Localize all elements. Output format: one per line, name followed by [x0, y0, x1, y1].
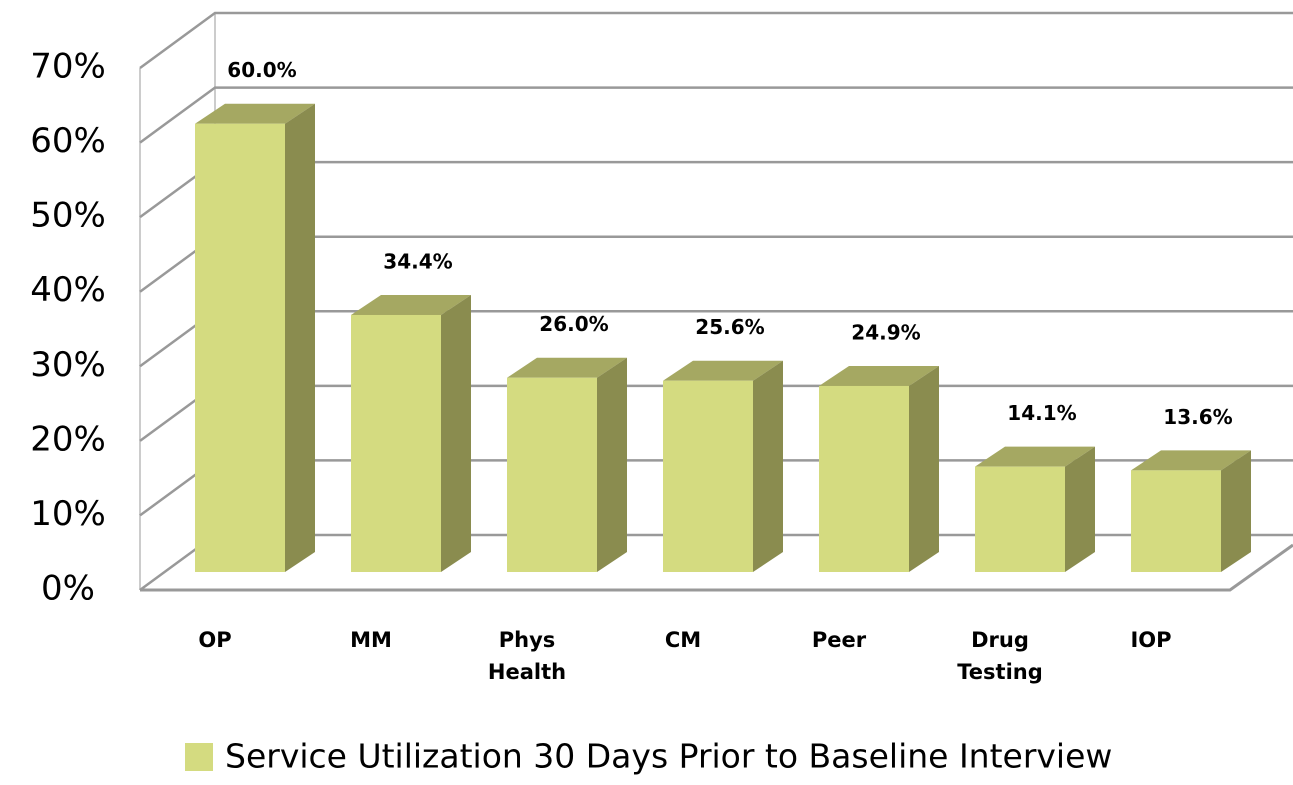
- y-tick-label: 40%: [30, 270, 106, 310]
- bar-top: [663, 360, 783, 381]
- y-tick-label: 0%: [41, 569, 95, 609]
- x-tick-label: CM: [664, 628, 702, 652]
- bar-side: [285, 103, 315, 572]
- data-label: 13.6%: [1163, 405, 1232, 429]
- bar: [351, 314, 441, 572]
- data-label: 60.0%: [227, 58, 296, 82]
- y-tick-label: 30%: [30, 345, 106, 385]
- grid-line: [139, 11, 1293, 70]
- data-label: 14.1%: [1007, 401, 1076, 425]
- bar-top: [975, 446, 1095, 467]
- bar-top: [351, 294, 471, 315]
- bar-top: [1131, 450, 1251, 471]
- x-tick-label: MM: [350, 628, 392, 652]
- bar-side: [1221, 450, 1251, 572]
- x-tick-label: Phys Health: [487, 628, 567, 684]
- y-tick-label: 70%: [30, 47, 106, 87]
- bar-top: [195, 103, 315, 124]
- data-label: 25.6%: [695, 315, 764, 339]
- bar: [819, 385, 909, 572]
- bar-side: [597, 357, 627, 572]
- bar: [663, 380, 753, 572]
- bar: [1131, 470, 1221, 572]
- bar-side: [753, 360, 783, 572]
- x-tick-label: OP: [198, 628, 232, 652]
- x-tick-label: Peer: [811, 628, 867, 652]
- legend-swatch: [185, 743, 213, 771]
- bar-top: [819, 365, 939, 386]
- data-label: 26.0%: [539, 312, 608, 336]
- y-tick-label: 20%: [30, 419, 106, 459]
- y-tick-label: 50%: [30, 196, 106, 236]
- legend-label: Service Utilization 30 Days Prior to Bas…: [225, 737, 1112, 776]
- bar-side: [909, 365, 939, 572]
- data-label: 24.9%: [851, 320, 920, 344]
- data-label: 34.4%: [383, 249, 452, 273]
- bar: [195, 123, 285, 572]
- bar-top: [507, 357, 627, 378]
- floor-edge: [140, 543, 1293, 592]
- bar: [507, 377, 597, 572]
- grid-line: [139, 86, 1293, 144]
- bar-side: [441, 294, 471, 572]
- bar: [975, 466, 1065, 572]
- y-tick-label: 60%: [30, 121, 106, 161]
- bar-side: [1065, 446, 1095, 572]
- x-tick-label: Drug Testing: [957, 628, 1043, 684]
- x-tick-label: IOP: [1130, 628, 1172, 652]
- y-tick-label: 10%: [30, 494, 106, 534]
